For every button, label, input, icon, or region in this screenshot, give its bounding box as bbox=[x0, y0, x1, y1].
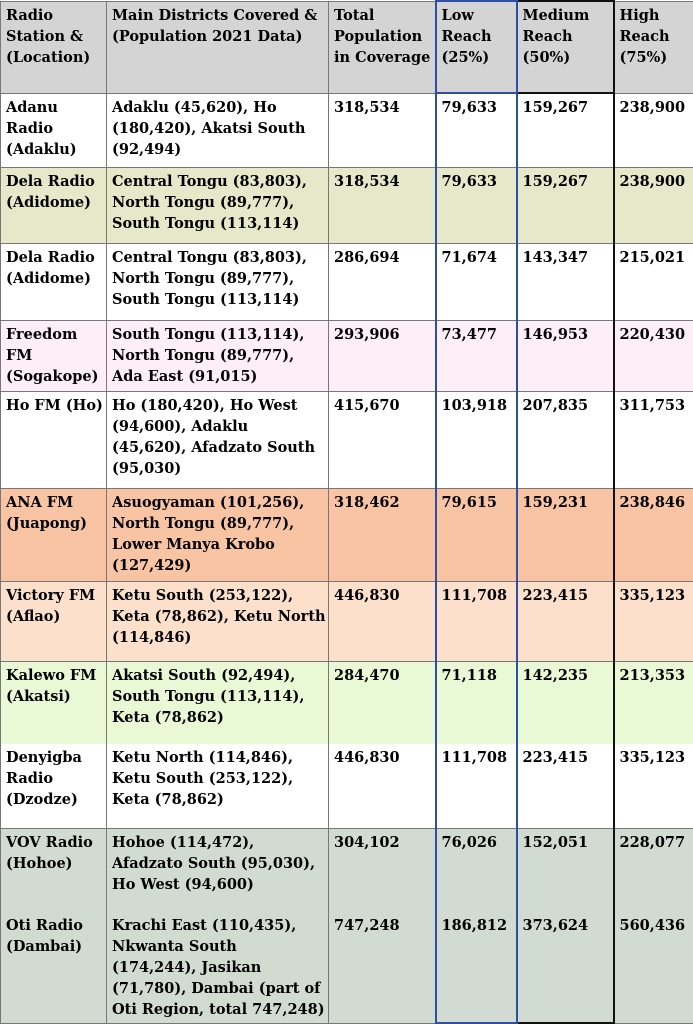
header-total-population: Total Population in Coverage bbox=[328, 0, 436, 94]
districts-cell: Akatsi South (92,494), South Tongu (113,… bbox=[106, 660, 329, 744]
header-districts: Main Districts Covered & (Population 202… bbox=[106, 0, 329, 94]
total-population-cell: 415,670 bbox=[328, 391, 436, 489]
station-cell: Dela Radio (Adidome) bbox=[0, 243, 107, 321]
high-reach-cell: 238,900 bbox=[613, 166, 693, 245]
low-reach-cell: 79,615 bbox=[434, 487, 518, 583]
medium-reach-cell: 142,235 bbox=[515, 660, 615, 744]
table-row: Freedom FM (Sogakope) South Tongu (113,11… bbox=[0, 319, 693, 393]
table-row: ANA FM (Juapong) Asuogyaman (101,256), No… bbox=[0, 487, 693, 583]
low-reach-cell: 103,918 bbox=[434, 391, 518, 489]
station-cell: ANA FM (Juapong) bbox=[0, 487, 107, 583]
total-population-cell: 293,906 bbox=[328, 319, 436, 393]
station-cell: Victory FM (Aflao) bbox=[0, 581, 107, 662]
table-row: Dela Radio (Adidome) Central Tongu (83,80… bbox=[0, 166, 693, 245]
station-cell: Ho FM (Ho) bbox=[0, 391, 107, 489]
total-population-cell: 304,102 bbox=[328, 827, 436, 912]
low-reach-cell: 71,118 bbox=[434, 660, 518, 744]
station-cell: Denyigba Radio (Dzodze) bbox=[0, 743, 107, 829]
high-reach-cell: 335,123 bbox=[613, 743, 693, 829]
table-row: VOV Radio (Hohoe) Hohoe (114,472), Afadza… bbox=[0, 827, 693, 912]
high-reach-cell: 560,436 bbox=[613, 911, 693, 1024]
table-row: Oti Radio (Dambai) Krachi East (110,435),… bbox=[0, 911, 693, 1024]
header-medium-reach: Medium Reach (50%) bbox=[515, 0, 615, 94]
low-reach-cell: 79,633 bbox=[434, 92, 518, 168]
districts-cell: Central Tongu (83,803), North Tongu (89,… bbox=[106, 166, 329, 245]
high-reach-cell: 215,021 bbox=[613, 243, 693, 321]
station-cell: Oti Radio (Dambai) bbox=[0, 911, 107, 1024]
low-reach-cell: 111,708 bbox=[434, 743, 518, 829]
low-reach-cell: 71,674 bbox=[434, 243, 518, 321]
districts-cell: Adaklu (45,620), Ho (180,420), Akatsi So… bbox=[106, 92, 329, 168]
station-cell: Dela Radio (Adidome) bbox=[0, 166, 107, 245]
high-reach-cell: 238,846 bbox=[613, 487, 693, 583]
station-cell: VOV Radio (Hohoe) bbox=[0, 827, 107, 912]
table-row: Dela Radio (Adidome) Central Tongu (83,80… bbox=[0, 243, 693, 321]
station-cell: Freedom FM (Sogakope) bbox=[0, 319, 107, 393]
low-reach-cell: 73,477 bbox=[434, 319, 518, 393]
districts-cell: Ketu North (114,846), Ketu South (253,12… bbox=[106, 743, 329, 829]
high-reach-cell: 335,123 bbox=[613, 581, 693, 662]
high-reach-cell: 311,753 bbox=[613, 391, 693, 489]
medium-reach-cell: 223,415 bbox=[515, 743, 615, 829]
header-high-reach: High Reach (75%) bbox=[613, 0, 693, 94]
total-population-cell: 318,534 bbox=[328, 92, 436, 168]
total-population-cell: 318,462 bbox=[328, 487, 436, 583]
table-row: Victory FM (Aflao) Ketu South (253,122), … bbox=[0, 581, 693, 662]
high-reach-cell: 220,430 bbox=[613, 319, 693, 393]
header-row: Radio Station & (Location) Main District… bbox=[0, 0, 693, 94]
total-population-cell: 318,534 bbox=[328, 166, 436, 245]
table-row: Adanu Radio (Adaklu) Adaklu (45,620), Ho … bbox=[0, 92, 693, 168]
districts-cell: Hohoe (114,472), Afadzato South (95,030)… bbox=[106, 827, 329, 912]
total-population-cell: 446,830 bbox=[328, 743, 436, 829]
low-reach-cell: 79,633 bbox=[434, 166, 518, 245]
station-cell: Kalewo FM (Akatsi) bbox=[0, 660, 107, 744]
high-reach-cell: 238,900 bbox=[613, 92, 693, 168]
high-reach-cell: 228,077 bbox=[613, 827, 693, 912]
medium-reach-cell: 152,051 bbox=[515, 827, 615, 912]
medium-reach-cell: 143,347 bbox=[515, 243, 615, 321]
high-reach-cell: 213,353 bbox=[613, 660, 693, 744]
districts-cell: South Tongu (113,114), North Tongu (89,7… bbox=[106, 319, 329, 393]
medium-reach-cell: 146,953 bbox=[515, 319, 615, 393]
total-population-cell: 286,694 bbox=[328, 243, 436, 321]
low-reach-cell: 76,026 bbox=[434, 827, 518, 912]
districts-cell: Asuogyaman (101,256), North Tongu (89,77… bbox=[106, 487, 329, 583]
total-population-cell: 446,830 bbox=[328, 581, 436, 662]
districts-cell: Ho (180,420), Ho West (94,600), Adaklu (… bbox=[106, 391, 329, 489]
table-body: Adanu Radio (Adaklu) Adaklu (45,620), Ho … bbox=[0, 92, 693, 1024]
total-population-cell: 284,470 bbox=[328, 660, 436, 744]
districts-cell: Central Tongu (83,803), North Tongu (89,… bbox=[106, 243, 329, 321]
header-station: Radio Station & (Location) bbox=[0, 0, 107, 94]
total-population-cell: 747,248 bbox=[328, 911, 436, 1024]
station-cell: Adanu Radio (Adaklu) bbox=[0, 92, 107, 168]
low-reach-cell: 111,708 bbox=[434, 581, 518, 662]
table-row: Denyigba Radio (Dzodze) Ketu North (114,8… bbox=[0, 743, 693, 829]
medium-reach-cell: 207,835 bbox=[515, 391, 615, 489]
medium-reach-cell: 159,267 bbox=[515, 92, 615, 168]
table-row: Kalewo FM (Akatsi) Akatsi South (92,494),… bbox=[0, 660, 693, 744]
header-low-reach: Low Reach (25%) bbox=[434, 0, 518, 94]
medium-reach-cell: 223,415 bbox=[515, 581, 615, 662]
medium-reach-cell: 373,624 bbox=[515, 911, 615, 1024]
districts-cell: Krachi East (110,435), Nkwanta South (17… bbox=[106, 911, 329, 1024]
medium-reach-cell: 159,267 bbox=[515, 166, 615, 245]
table-row: Ho FM (Ho) Ho (180,420), Ho West (94,600)… bbox=[0, 391, 693, 489]
low-reach-cell: 186,812 bbox=[434, 911, 518, 1024]
districts-cell: Ketu South (253,122), Keta (78,862), Ket… bbox=[106, 581, 329, 662]
medium-reach-cell: 159,231 bbox=[515, 487, 615, 583]
